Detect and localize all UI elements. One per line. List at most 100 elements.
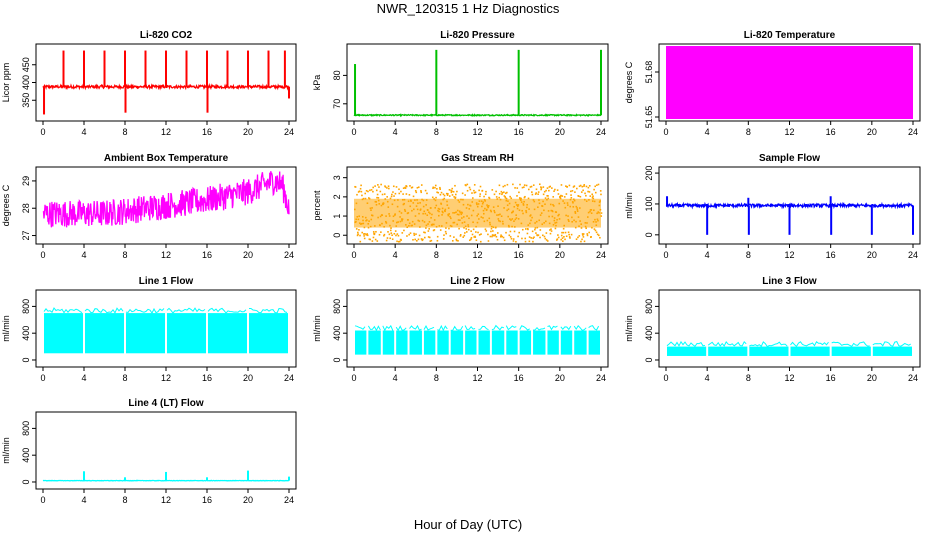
data-point	[583, 240, 586, 243]
data-point	[495, 190, 497, 193]
band-top-edge	[666, 340, 706, 347]
data-point	[454, 193, 457, 196]
data-point	[357, 231, 359, 234]
panel-10: Line 4 (LT) Flow 0 4 8 12 16 20 24 0 400 800 ml/min	[1, 398, 297, 505]
data-point	[578, 185, 581, 188]
band-segment	[368, 330, 381, 355]
data-point	[593, 188, 595, 191]
data-point	[448, 189, 451, 191]
data-point	[432, 187, 434, 190]
data-point	[560, 184, 563, 186]
data-point	[492, 230, 494, 232]
data-point	[418, 234, 421, 237]
band-segment	[519, 330, 532, 355]
x-tick-label: 20	[243, 495, 253, 505]
data-point	[361, 231, 364, 234]
data-point	[556, 238, 559, 240]
data-point	[390, 195, 393, 198]
x-tick-label: 8	[122, 127, 127, 137]
data-point	[385, 239, 388, 242]
data-point	[410, 186, 413, 189]
data-point	[524, 237, 527, 240]
data-point	[390, 227, 392, 229]
data-point	[534, 228, 536, 231]
data-point	[414, 238, 416, 241]
data-point	[575, 238, 578, 240]
x-tick-label: 24	[596, 373, 606, 383]
data-point	[364, 197, 367, 200]
data-point	[530, 237, 533, 239]
data-point	[379, 190, 382, 193]
data-point	[427, 230, 430, 232]
y-tick-label: 400	[21, 75, 31, 90]
data-point	[455, 239, 458, 242]
data-point	[528, 240, 531, 243]
data-point	[356, 193, 358, 196]
data-point	[357, 191, 360, 193]
panel-title: Line 4 (LT) Flow	[128, 398, 204, 409]
data-point	[495, 235, 498, 238]
data-point	[398, 188, 400, 191]
x-tick-label: 0	[40, 495, 45, 505]
band-top-edge	[367, 325, 381, 332]
data-point	[579, 195, 582, 198]
x-tick-label: 24	[284, 495, 294, 505]
data-point	[443, 197, 446, 200]
data-point	[398, 192, 401, 195]
data-point	[386, 187, 388, 189]
data-point	[462, 236, 465, 238]
data-point	[568, 233, 570, 236]
data-point	[436, 188, 438, 190]
data-point	[434, 186, 436, 189]
data-point	[444, 230, 447, 233]
x-tick-label: 0	[351, 127, 356, 137]
series-9	[666, 340, 912, 356]
data-point	[439, 193, 442, 196]
data-point	[573, 185, 576, 187]
x-tick-label: 4	[81, 127, 86, 137]
data-point	[396, 233, 399, 235]
band-top-edge	[790, 341, 829, 348]
data-point	[593, 228, 596, 230]
data-point	[537, 191, 540, 193]
panel-frame	[346, 43, 609, 122]
data-point	[449, 235, 452, 237]
data-point	[582, 189, 584, 192]
data-point	[475, 231, 477, 233]
data-point	[372, 236, 375, 239]
data-point	[600, 212, 603, 214]
data-point	[509, 236, 512, 238]
data-point	[510, 197, 513, 199]
x-tick-label: 4	[81, 495, 86, 505]
data-point	[470, 237, 473, 239]
data-point	[549, 229, 551, 231]
data-point	[370, 189, 373, 191]
x-tick-label: 8	[122, 495, 127, 505]
x-tick-label: 0	[40, 373, 45, 383]
x-tick-label: 8	[434, 373, 439, 383]
x-tick-label: 8	[434, 127, 439, 137]
data-point	[374, 185, 376, 187]
data-point	[529, 186, 532, 188]
band-segment	[491, 330, 505, 355]
data-point	[447, 192, 449, 195]
data-point	[524, 228, 527, 230]
panel-2: Li-820 Pressure 0 4 8 12 16 20 24 70 80 kPa	[312, 30, 609, 137]
data-point	[451, 190, 453, 193]
data-point	[415, 233, 417, 235]
data-point	[389, 237, 392, 240]
data-point	[478, 234, 481, 236]
panel-title: Line 3 Flow	[762, 276, 817, 287]
data-point	[545, 189, 547, 192]
data-point	[498, 184, 501, 187]
x-tick-label: 12	[784, 373, 794, 383]
band-segment	[872, 346, 912, 356]
x-tick-label: 4	[393, 250, 398, 260]
data-point	[547, 195, 549, 197]
data-point	[582, 234, 584, 236]
data-point	[519, 183, 521, 186]
series-4	[42, 171, 290, 228]
data-point	[562, 240, 564, 242]
data-point	[472, 228, 475, 231]
data-point	[465, 231, 468, 233]
